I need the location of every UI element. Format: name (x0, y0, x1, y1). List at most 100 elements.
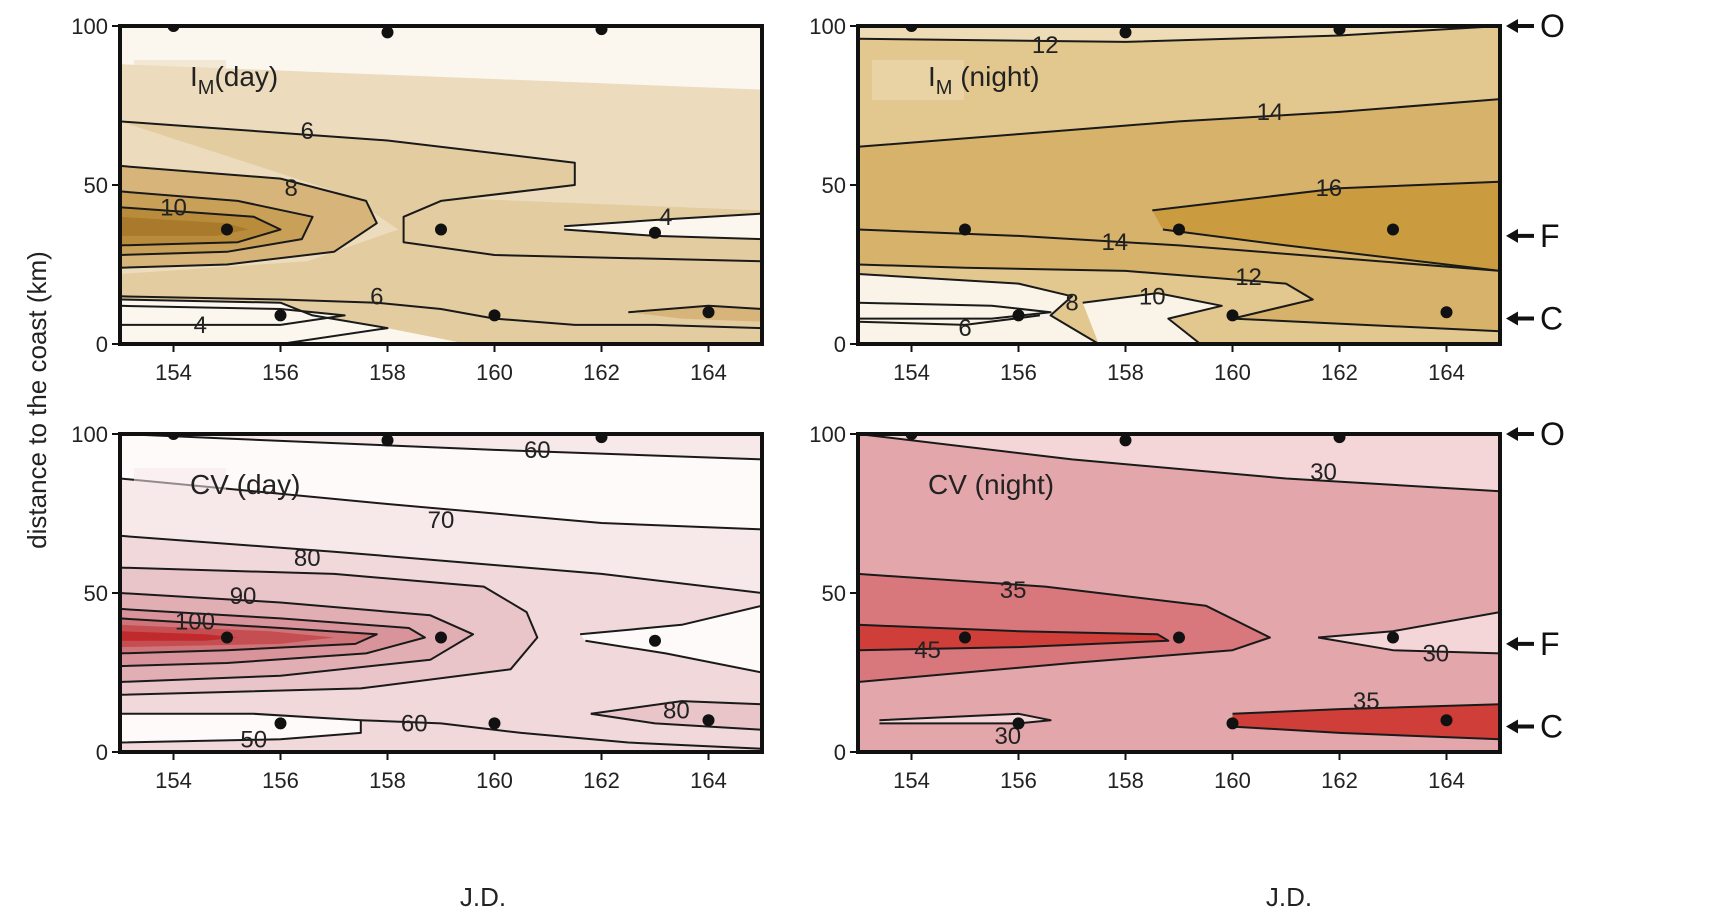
station-arrow-head (1506, 719, 1518, 734)
sample-point (435, 223, 447, 236)
contour-band (858, 434, 1500, 752)
sample-point (381, 26, 394, 39)
sample-point (488, 309, 501, 322)
title-backdrop (872, 468, 964, 508)
station-arrow-head (1506, 427, 1518, 441)
contour-band (858, 274, 1099, 344)
contour-band (120, 631, 238, 641)
x-tick-label: 164 (1428, 360, 1465, 385)
sample-point (1012, 717, 1025, 730)
y-tick-label: 100 (809, 422, 846, 447)
x-tick-label: 154 (893, 360, 930, 385)
sample-point (959, 631, 971, 644)
contour-band (120, 216, 249, 236)
sample-point (1440, 306, 1453, 319)
contour-label: 14 (1101, 229, 1128, 256)
contour-line (120, 434, 762, 461)
plot-area: 12 14 16 14 12 10 8 6 (858, 26, 1500, 344)
x-tick-label: 156 (1000, 768, 1037, 793)
contour-label: 30 (1422, 640, 1449, 667)
panel-title: CV (day) (190, 469, 300, 500)
station-markers: O F C O F C (1506, 8, 1565, 745)
contour-line (120, 566, 539, 696)
contour-band (120, 299, 468, 344)
contour-label: 35 (1353, 688, 1380, 715)
contour-line (120, 298, 389, 344)
x-tick-label: 164 (690, 768, 727, 793)
contour-label: 45 (914, 637, 941, 664)
station-arrow-head (1506, 636, 1518, 651)
contour-line (858, 301, 1052, 320)
contour-label: 12 (1235, 264, 1262, 291)
sample-point (595, 26, 608, 36)
x-tick-label: 160 (1214, 360, 1251, 385)
contour-line (580, 604, 762, 636)
contour-band (1152, 181, 1500, 271)
contour-line (858, 273, 1100, 344)
plot-area: 6 8 10 4 6 4 (120, 26, 762, 344)
contour-line (120, 190, 314, 256)
contour-label: 100 (175, 609, 215, 636)
contour-line (120, 617, 378, 655)
sample-point (959, 223, 971, 236)
station-label: F (1540, 218, 1560, 254)
station-arrow-head (1506, 228, 1518, 243)
title-backdrop (134, 468, 226, 508)
contour-band (580, 605, 762, 673)
contour-label: 8 (285, 175, 298, 202)
sample-point (1440, 714, 1453, 727)
y-tick-label: 0 (834, 332, 846, 357)
sample-point (488, 717, 501, 730)
contour-line (590, 700, 762, 715)
sample-point (274, 717, 287, 730)
y-axis-label: distance to the coast (km) (22, 251, 52, 549)
x-tick-label: 158 (369, 360, 406, 385)
x-tick-label: 156 (262, 768, 299, 793)
contour-band (1318, 612, 1500, 654)
y-tick-label: 50 (84, 173, 108, 198)
panel-title-main: I (928, 61, 936, 92)
contour-line (120, 295, 762, 330)
contour-label: 8 (1065, 290, 1078, 317)
panel-title-rest: (night) (952, 61, 1039, 92)
contour-line (120, 607, 426, 668)
sample-point (274, 309, 287, 322)
panel-title: IM (night) (928, 61, 1040, 99)
contour-label: 10 (1139, 283, 1166, 310)
contour-band (120, 713, 361, 743)
contour-line (858, 434, 1500, 493)
x-tick-label: 154 (155, 768, 192, 793)
x-tick-label: 158 (1107, 768, 1144, 793)
contour-panel-3: 60 70 80 90 100 80 60 50 CV (day) 154 156 158 160 162… (71, 422, 764, 793)
station-label: O (1540, 416, 1565, 452)
sample-point (1387, 223, 1399, 236)
contour-label: 35 (1000, 577, 1027, 604)
panel-title-subscript: M (936, 77, 953, 99)
contour-line (564, 212, 762, 228)
sample-point (1226, 309, 1239, 322)
contour-label: 60 (524, 437, 551, 464)
contour-panel-1: 6 8 10 4 6 4 IM(day) 154 156 158 160 162 164 0 50 100 (71, 14, 764, 385)
y-tick-label: 50 (822, 581, 846, 606)
y-tick-label: 0 (834, 740, 846, 765)
x-tick-label: 156 (262, 360, 299, 385)
panel-title-rest: (night) (967, 469, 1054, 500)
sample-point (435, 631, 447, 644)
y-tick-label: 0 (96, 740, 108, 765)
x-tick-label: 158 (1107, 360, 1144, 385)
contour-line (120, 304, 346, 326)
panel-title-main: I (190, 61, 198, 92)
contour-label: 6 (370, 283, 383, 310)
x-tick-label: 162 (1321, 768, 1358, 793)
panel-title-main: CV (928, 469, 967, 500)
station-label: O (1540, 8, 1565, 44)
contour-label: 6 (301, 118, 314, 145)
contour-label: 4 (194, 312, 207, 339)
title-backdrop (134, 60, 226, 100)
contour-line (1152, 180, 1500, 212)
contour-label: 4 (659, 204, 672, 231)
contour-label: 60 (401, 710, 428, 737)
x-axis-label-right: J.D. (1266, 882, 1312, 912)
